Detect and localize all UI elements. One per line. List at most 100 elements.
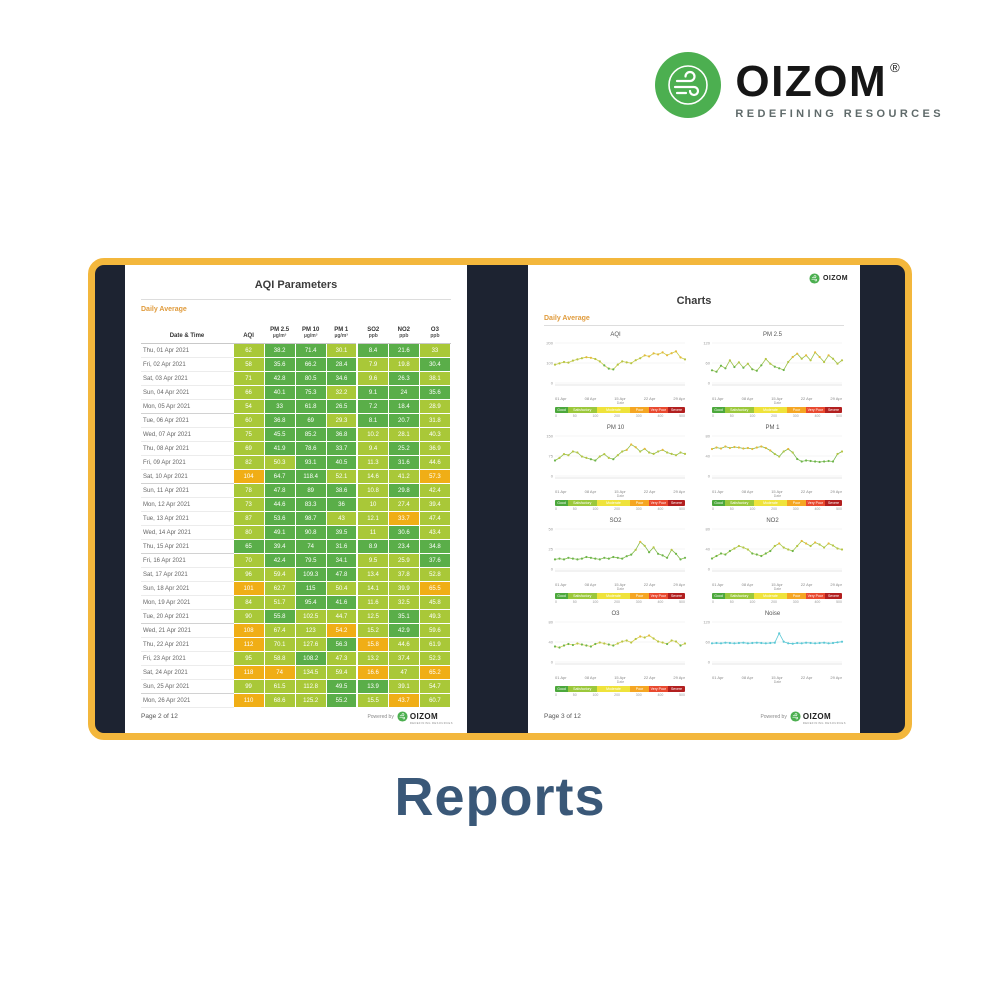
powered-by-block: Powered by OIZOM REDEFINING RESOURCES — [367, 707, 453, 726]
table-cell: 11 — [356, 525, 389, 540]
scale-number: 500 — [836, 600, 842, 604]
column-header: PM 2.5 µg/m³ — [264, 316, 296, 344]
table-cell: 125.2 — [294, 693, 327, 708]
table-cell: 41.2 — [387, 469, 420, 484]
aqi-scale-bar: Good Satisfactory Moderate Poor Very Poor Sev… — [555, 593, 685, 599]
table-cell: 45.5 — [263, 427, 296, 442]
table-cell: 47.3 — [325, 651, 358, 666]
table-cell: 35.1 — [387, 609, 420, 624]
scale-number: 400 — [657, 600, 664, 604]
table-cell: 18.4 — [387, 399, 420, 414]
x-tick-label: 22 Apr — [643, 582, 656, 587]
aqi-scale-segment: Satisfactory — [725, 593, 754, 599]
column-unit: ppb — [399, 333, 409, 340]
table-cell: 11.6 — [356, 595, 389, 610]
svg-text:0: 0 — [551, 474, 554, 479]
table-cell: 101 — [232, 581, 265, 596]
table-cell: 47.4 — [418, 511, 452, 526]
aqi-scale-segment: Very Poor — [805, 593, 826, 599]
report-page-aqi-parameters: AQI Parameters Daily Average Date & Time… — [125, 265, 467, 733]
aqi-scale-segment: Poor — [787, 500, 806, 506]
table-cell: 90.8 — [294, 525, 327, 540]
table-cell: 49.5 — [325, 679, 358, 694]
table-cell: 75 — [232, 427, 265, 442]
table-cell: 43 — [325, 511, 358, 526]
column-label: SO2 — [367, 327, 380, 334]
table-row: Thu, 15 Apr 2021 65 39.4 74 31.6 8.9 23.4 34.8 — [141, 539, 452, 554]
column-label: PM 2.5 — [270, 327, 290, 334]
aqi-scale-numbers: 0 50 100 200 300 400 500 — [712, 414, 842, 418]
scale-number: 50 — [572, 414, 577, 418]
table-cell: 7.9 — [356, 357, 389, 372]
registered-mark: ® — [890, 60, 900, 75]
svg-text:200: 200 — [546, 341, 553, 346]
table-cell: 90 — [232, 609, 265, 624]
table-cell: 82 — [232, 455, 265, 470]
chart-x-ticks: 01 Apr 08 Apr 15 Apr 22 Apr 29 Apr — [712, 582, 842, 587]
table-cell: 26.5 — [325, 399, 358, 414]
aqi-scale-segment: Satisfactory — [725, 407, 754, 413]
table-cell: 39.1 — [387, 679, 420, 694]
datetime-header: Date & Time — [141, 316, 233, 344]
table-cell: 43.4 — [418, 525, 452, 540]
table-cell: 85.2 — [294, 427, 327, 442]
table-row: Fri, 23 Apr 2021 95 58.8 108.2 47.3 13.2 37.4 5… — [141, 651, 452, 666]
table-cell: 112.8 — [294, 679, 327, 694]
scale-number: 400 — [814, 414, 821, 418]
table-cell: 73 — [232, 497, 265, 512]
row-date: Tue, 06 Apr 2021 — [141, 413, 233, 428]
table-cell: 42.4 — [263, 553, 296, 568]
aqi-scale-segment: Satisfactory — [568, 686, 597, 692]
aqi-scale-segment: Very Poor — [805, 500, 826, 506]
chart-title: NO2 — [766, 518, 779, 524]
table-cell: 98.7 — [294, 511, 327, 526]
aqi-scale-segment: Poor — [630, 500, 649, 506]
table-cell: 134.5 — [294, 665, 327, 680]
aqi-scale-segment: Very Poor — [805, 407, 826, 413]
chart-x-axis-caption: Date — [616, 401, 625, 405]
table-cell: 80.5 — [294, 371, 327, 386]
table-cell: 13.4 — [356, 567, 389, 582]
chart-title: Noise — [764, 611, 781, 617]
aqi-scale-segment: Satisfactory — [725, 500, 754, 506]
powered-by-block: Powered by OIZOM REDEFINING RESOURCES — [760, 707, 846, 726]
oizom-mini-logo-icon — [790, 711, 801, 722]
table-cell: 40.3 — [418, 427, 452, 442]
table-cell: 49.3 — [418, 609, 452, 624]
aqi-scale-numbers: 0 50 100 200 300 400 500 — [712, 600, 842, 604]
table-cell: 115 — [294, 581, 327, 596]
scale-number: 500 — [836, 414, 842, 418]
row-date: Wed, 14 Apr 2021 — [141, 525, 233, 540]
svg-text:75: 75 — [549, 454, 554, 459]
row-date: Mon, 19 Apr 2021 — [141, 595, 233, 610]
table-cell: 38.6 — [325, 483, 358, 498]
table-cell: 67.4 — [263, 623, 296, 638]
column-label: PM 10 — [301, 327, 320, 334]
aqi-scale-segment: Good — [555, 500, 568, 506]
aqi-scale-bar: Good Satisfactory Moderate Poor Very Poor Sev… — [712, 593, 842, 599]
column-unit: µg/m³ — [272, 333, 287, 340]
table-cell: 127.6 — [294, 637, 327, 652]
table-cell: 29.8 — [387, 483, 420, 498]
svg-text:0: 0 — [708, 474, 711, 479]
scale-number: 400 — [814, 507, 821, 511]
aqi-scale-segment: Moderate — [596, 500, 631, 506]
aqi-scale-segment: Satisfactory — [568, 593, 597, 599]
table-cell: 59.4 — [325, 665, 358, 680]
table-cell: 42.4 — [418, 483, 452, 498]
table-cell: 13.2 — [356, 651, 389, 666]
table-cell: 9.5 — [356, 553, 389, 568]
x-tick-label: 01 Apr — [712, 675, 724, 680]
table-cell: 78.6 — [294, 441, 327, 456]
chart-plot: 0 75 150 — [546, 434, 687, 479]
row-date: Sun, 04 Apr 2021 — [141, 385, 233, 400]
table-cell: 33 — [418, 343, 452, 358]
table-cell: 39.4 — [263, 539, 296, 554]
chart-title: O3 — [611, 611, 620, 617]
table-cell: 89 — [294, 483, 327, 498]
row-date: Sat, 03 Apr 2021 — [141, 371, 233, 386]
table-cell: 39.4 — [418, 497, 452, 512]
left-page-footer: Page 2 of 12 Powered by OIZOM REDEFINING… — [141, 707, 453, 726]
scale-number: 200 — [771, 414, 777, 418]
aqi-scale-segment: Poor — [630, 407, 649, 413]
